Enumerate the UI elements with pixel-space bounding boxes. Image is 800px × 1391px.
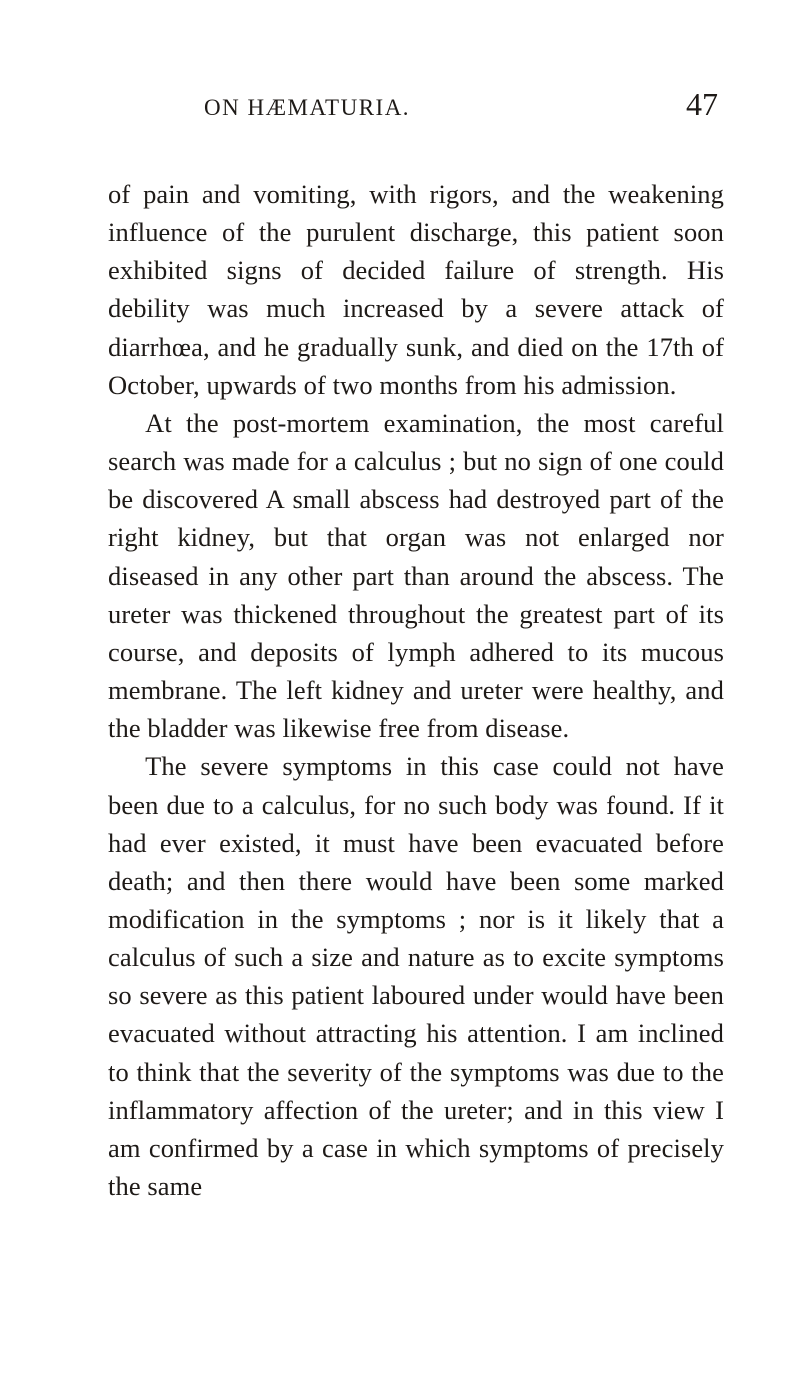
page-number: 47 [686,86,718,123]
paragraph-3: The severe symptoms in this case could n… [108,747,724,1205]
book-page: ON HÆMATURIA. 47 of pain and vomiting, w… [0,0,800,1391]
body-text: of pain and vomiting, with rigors, and t… [108,175,724,1205]
running-title: ON HÆMATURIA. [204,95,410,121]
paragraph-1: of pain and vomiting, with rigors, and t… [108,175,724,404]
page-header: ON HÆMATURIA. 47 [108,86,724,123]
paragraph-2: At the post-mortem examination, the most… [108,404,724,747]
